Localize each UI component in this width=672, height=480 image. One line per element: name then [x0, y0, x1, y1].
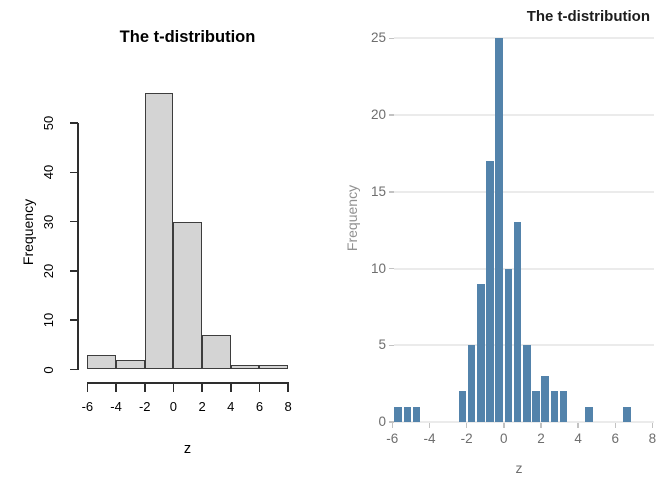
right-chart-title: The t-distribution — [526, 8, 650, 25]
y-axis-tick — [389, 344, 394, 346]
histogram-bar — [476, 283, 485, 422]
histogram-bar — [116, 359, 145, 370]
x-axis-line — [86, 382, 289, 384]
histogram-bar — [559, 391, 568, 422]
left-chart-title: The t-distribution — [119, 28, 256, 46]
y-axis-tick-label: 20 — [41, 263, 56, 279]
ggplot-histogram-panel: The t-distribution Frequency z 0 5 10 15 20 2… — [336, 0, 672, 480]
x-axis-tick — [428, 423, 431, 428]
y-axis-tick-label: 50 — [41, 115, 56, 131]
histogram-bar — [412, 406, 421, 422]
x-axis-tick-label: 8 — [284, 398, 292, 414]
y-axis-tick — [69, 171, 78, 174]
histogram-bar — [495, 38, 503, 422]
x-axis-tick — [115, 383, 117, 392]
x-axis-tick-label: 0 — [169, 398, 177, 414]
gridline — [393, 37, 654, 40]
histogram-bar — [144, 93, 174, 370]
x-axis-tick — [258, 383, 261, 392]
x-axis-tick-label: 4 — [227, 398, 235, 414]
histogram-bar — [87, 354, 117, 370]
x-axis-tick-label: 6 — [611, 430, 620, 446]
histogram-bar — [259, 364, 289, 370]
y-axis-tick — [69, 220, 78, 223]
x-axis-tick-label: 2 — [198, 398, 206, 414]
gridline — [393, 114, 654, 116]
histogram-bar — [403, 406, 412, 422]
x-axis-tick-label: -4 — [423, 430, 436, 446]
x-axis-tick-label: -6 — [386, 430, 399, 446]
x-axis-tick — [287, 383, 289, 392]
y-axis-tick-label: 20 — [370, 107, 386, 122]
x-axis-tick — [465, 423, 468, 428]
y-axis-tick-label: 0 — [378, 414, 386, 429]
histogram-bar — [486, 161, 494, 422]
y-axis-tick — [389, 37, 394, 39]
gridline — [393, 267, 654, 270]
y-axis-tick-label: 15 — [370, 183, 386, 199]
y-axis-tick-label: 0 — [41, 365, 56, 374]
gridline — [393, 421, 654, 423]
histogram-bar — [173, 221, 203, 370]
left-x-axis-title: z — [183, 441, 192, 457]
x-axis-tick-label: 2 — [537, 430, 545, 446]
histogram-bar — [394, 406, 402, 422]
histogram-bar — [467, 345, 476, 422]
x-axis-tick — [172, 383, 175, 392]
gridline — [393, 190, 654, 193]
x-axis-tick-label: -4 — [110, 398, 122, 414]
x-axis-tick — [577, 423, 579, 428]
histogram-bar — [230, 364, 260, 370]
y-axis-tick — [69, 319, 78, 321]
y-axis-line — [77, 123, 79, 370]
y-axis-tick — [69, 122, 78, 124]
right-x-axis-title: z — [515, 460, 523, 476]
y-axis-tick-label: 5 — [378, 337, 386, 353]
y-axis-tick-label: 40 — [41, 165, 56, 180]
histogram-bar — [541, 375, 549, 422]
histogram-bar — [532, 391, 540, 422]
x-axis-tick-label: -2 — [138, 398, 151, 414]
histogram-bar — [523, 345, 531, 422]
histogram-bar — [458, 391, 467, 422]
histogram-bar — [504, 268, 513, 422]
y-axis-tick-label: 25 — [370, 30, 386, 46]
y-axis-tick — [389, 114, 394, 116]
y-axis-tick — [389, 191, 394, 193]
histogram-bar — [585, 406, 593, 422]
left-y-axis-title: Frequency — [20, 198, 36, 266]
y-axis-tick — [389, 421, 394, 423]
x-axis-tick-label: 0 — [500, 430, 508, 446]
y-axis-tick-label: 30 — [41, 214, 56, 229]
x-axis-tick — [503, 423, 505, 428]
x-axis-tick — [391, 423, 394, 428]
x-axis-tick — [86, 383, 89, 392]
x-axis-tick — [143, 383, 146, 392]
x-axis-tick — [229, 383, 232, 392]
histogram-bar — [550, 391, 559, 422]
histogram-bar — [202, 334, 231, 370]
x-axis-tick-label: 4 — [574, 430, 582, 446]
x-axis-tick-label: -2 — [460, 430, 473, 446]
x-axis-tick — [540, 423, 542, 428]
base-r-histogram-panel: The t-distribution Frequency z 0 10 20 30 40… — [20, 28, 292, 457]
x-axis-tick-label: 8 — [648, 430, 657, 446]
y-axis-tick — [389, 267, 394, 270]
y-axis-tick-label: 10 — [370, 260, 386, 276]
x-axis-tick-label: -6 — [81, 398, 94, 414]
y-axis-tick-label: 10 — [41, 312, 56, 328]
y-axis-tick — [69, 368, 78, 371]
histogram-bar — [513, 222, 522, 422]
x-axis-tick — [201, 383, 203, 392]
x-axis-tick — [614, 423, 617, 428]
x-axis-tick — [651, 423, 654, 428]
histogram-bar — [623, 406, 631, 422]
y-axis-tick — [69, 270, 78, 272]
x-axis-tick-label: 6 — [255, 398, 264, 414]
